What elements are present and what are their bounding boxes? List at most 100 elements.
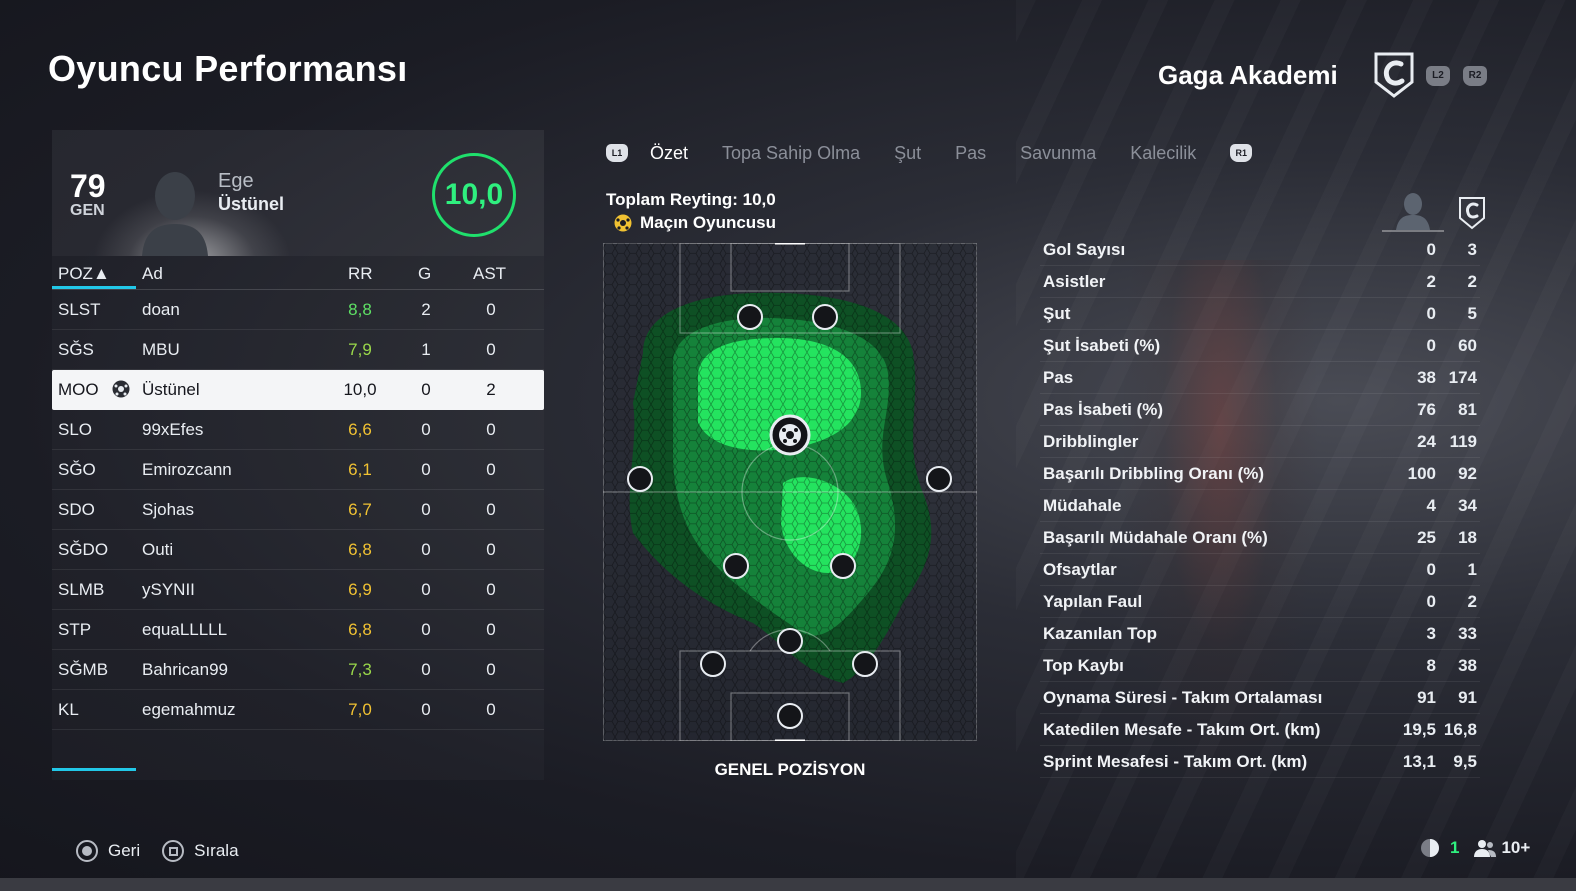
sort-label: Sırala [194, 841, 239, 860]
stat-player-value: 0 [1426, 560, 1436, 579]
stat-player-value: 0 [1426, 304, 1436, 323]
network-icon [1421, 839, 1439, 857]
player-marker [700, 651, 726, 677]
sort-indicator [52, 286, 136, 289]
row-player-name: ySYNII [142, 580, 195, 599]
row-position: KL [58, 700, 79, 719]
player-avatar-icon [1396, 193, 1430, 230]
row-match-rating: 6,6 [348, 420, 372, 439]
team-badge-icon [1459, 197, 1485, 230]
stat-team-value: 34 [1458, 496, 1477, 515]
table-row[interactable]: MOO Üstünel 10,0 0 2 [52, 370, 544, 410]
stat-team-value: 174 [1448, 368, 1477, 387]
row-match-rating: 10,0 [343, 380, 377, 399]
row-assists: 2 [486, 380, 496, 399]
man-of-the-match: Maçın Oyuncusu [614, 213, 776, 233]
row-match-rating: 7,0 [348, 700, 372, 719]
stat-row: Kazanılan Top 3 33 [1040, 618, 1480, 650]
stat-row: Şut 0 5 [1040, 298, 1480, 330]
stat-row: Ofsaytlar 0 1 [1040, 554, 1480, 586]
tab-kalecilik[interactable]: Kalecilik [1130, 142, 1197, 163]
table-row[interactable]: SĞO Emirozcann 6,1 0 0 [52, 450, 544, 490]
stat-player-value: 91 [1417, 688, 1436, 707]
stat-player-value: 13,1 [1402, 752, 1436, 771]
stat-label: Top Kaybı [1043, 656, 1124, 675]
row-player-name: Sjohas [142, 500, 194, 519]
r2-button[interactable]: R2 [1463, 66, 1487, 86]
stat-label: Oynama Süresi - Takım Ortalaması [1043, 688, 1323, 707]
table-row[interactable]: SĞS MBU 7,9 1 0 [52, 330, 544, 370]
footer-controls: Geri Sırala [76, 840, 261, 862]
row-assists: 0 [486, 460, 496, 479]
row-match-rating: 7,3 [348, 660, 372, 679]
stat-label: Şut [1043, 304, 1071, 323]
col-header-name[interactable]: Ad [142, 264, 163, 283]
row-position: SLST [58, 300, 101, 319]
row-position: SLO [58, 420, 93, 439]
stat-player-value: 76 [1417, 400, 1436, 419]
table-row[interactable]: SLMB ySYNII 6,9 0 0 [52, 570, 544, 610]
row-goals: 0 [421, 540, 431, 559]
stat-row: Şut İsabeti (%) 0 60 [1040, 330, 1480, 362]
stat-team-value: 9,5 [1453, 752, 1477, 771]
tab-pas[interactable]: Pas [955, 142, 987, 163]
circle-button-icon [76, 840, 98, 862]
row-player-name: Üstünel [142, 380, 200, 399]
stat-label: Yapılan Faul [1043, 592, 1143, 611]
motm-label: Maçın Oyuncusu [640, 213, 777, 232]
table-row[interactable]: STP equaLLLLL 6,8 0 0 [52, 610, 544, 650]
stat-row: Dribblingler 24 119 [1040, 426, 1480, 458]
back-button[interactable]: Geri [76, 840, 140, 862]
stat-row: Oynama Süresi - Takım Ortalaması 91 91 [1040, 682, 1480, 714]
table-row[interactable]: SDO Sjohas 6,7 0 0 [52, 490, 544, 530]
player-marker [777, 703, 803, 729]
col-header-rr[interactable]: RR [348, 264, 373, 283]
col-header-pos[interactable]: POZ▲ [58, 264, 110, 283]
player-marker [737, 304, 763, 330]
table-row[interactable]: KL egemahmuz 7,0 0 0 [52, 690, 544, 730]
stat-team-value: 92 [1458, 464, 1477, 483]
l1-button[interactable]: L1 [606, 144, 628, 162]
stat-tabs: L1 Özet Topa Sahip Olma Şut Pas Savunma … [606, 138, 1253, 168]
row-assists: 0 [486, 500, 496, 519]
tab-topa-sahip-olma[interactable]: Topa Sahip Olma [722, 142, 861, 163]
stat-team-value: 33 [1458, 624, 1477, 643]
col-header-ast[interactable]: AST [473, 264, 507, 283]
stat-player-value: 0 [1426, 336, 1436, 355]
table-row[interactable]: SĞMB Bahrican99 7,3 0 0 [52, 650, 544, 690]
stat-label: Ofsaytlar [1043, 560, 1117, 579]
stat-player-value: 0 [1426, 240, 1436, 259]
stat-row: Gol Sayısı 0 3 [1040, 234, 1480, 266]
stat-team-value: 60 [1458, 336, 1477, 355]
row-goals: 0 [421, 380, 431, 399]
tab-ozet[interactable]: Özet [650, 142, 689, 163]
tab-savunma[interactable]: Savunma [1020, 142, 1097, 163]
position-heatmap [603, 243, 977, 741]
motm-ball-icon [614, 214, 632, 232]
stat-row: Pas İsabeti (%) 76 81 [1040, 394, 1480, 426]
stat-label: Başarılı Müdahale Oranı (%) [1043, 528, 1268, 547]
stat-row: Müdahale 4 34 [1040, 490, 1480, 522]
l2-button[interactable]: L2 [1426, 66, 1450, 86]
stat-label: Katedilen Mesafe - Takım Ort. (km) [1043, 720, 1321, 739]
stat-row: Katedilen Mesafe - Takım Ort. (km) 19,5 16… [1040, 714, 1480, 746]
col-header-g[interactable]: G [418, 264, 432, 283]
stat-player-value: 2 [1426, 272, 1436, 291]
table-row[interactable]: SLO 99xEfes 6,6 0 0 [52, 410, 544, 450]
stat-team-value: 91 [1458, 688, 1477, 707]
network-status: 1 10+ [1420, 838, 1530, 858]
player-first-name: Ege [218, 170, 254, 192]
row-goals: 0 [421, 620, 431, 639]
tab-sut[interactable]: Şut [894, 142, 922, 163]
sort-button[interactable]: Sırala [162, 840, 239, 862]
r1-button[interactable]: R1 [1230, 144, 1253, 162]
row-goals: 2 [421, 300, 431, 319]
player-marker [777, 628, 803, 654]
stat-label: Şut İsabeti (%) [1043, 336, 1161, 355]
table-row[interactable]: SĞDO Outi 6,8 0 0 [52, 530, 544, 570]
player-marker [830, 553, 856, 579]
row-match-rating: 6,9 [348, 580, 372, 599]
player-marker [926, 466, 952, 492]
row-goals: 0 [421, 580, 431, 599]
table-row[interactable]: SLST doan 8,8 2 0 [52, 290, 544, 330]
